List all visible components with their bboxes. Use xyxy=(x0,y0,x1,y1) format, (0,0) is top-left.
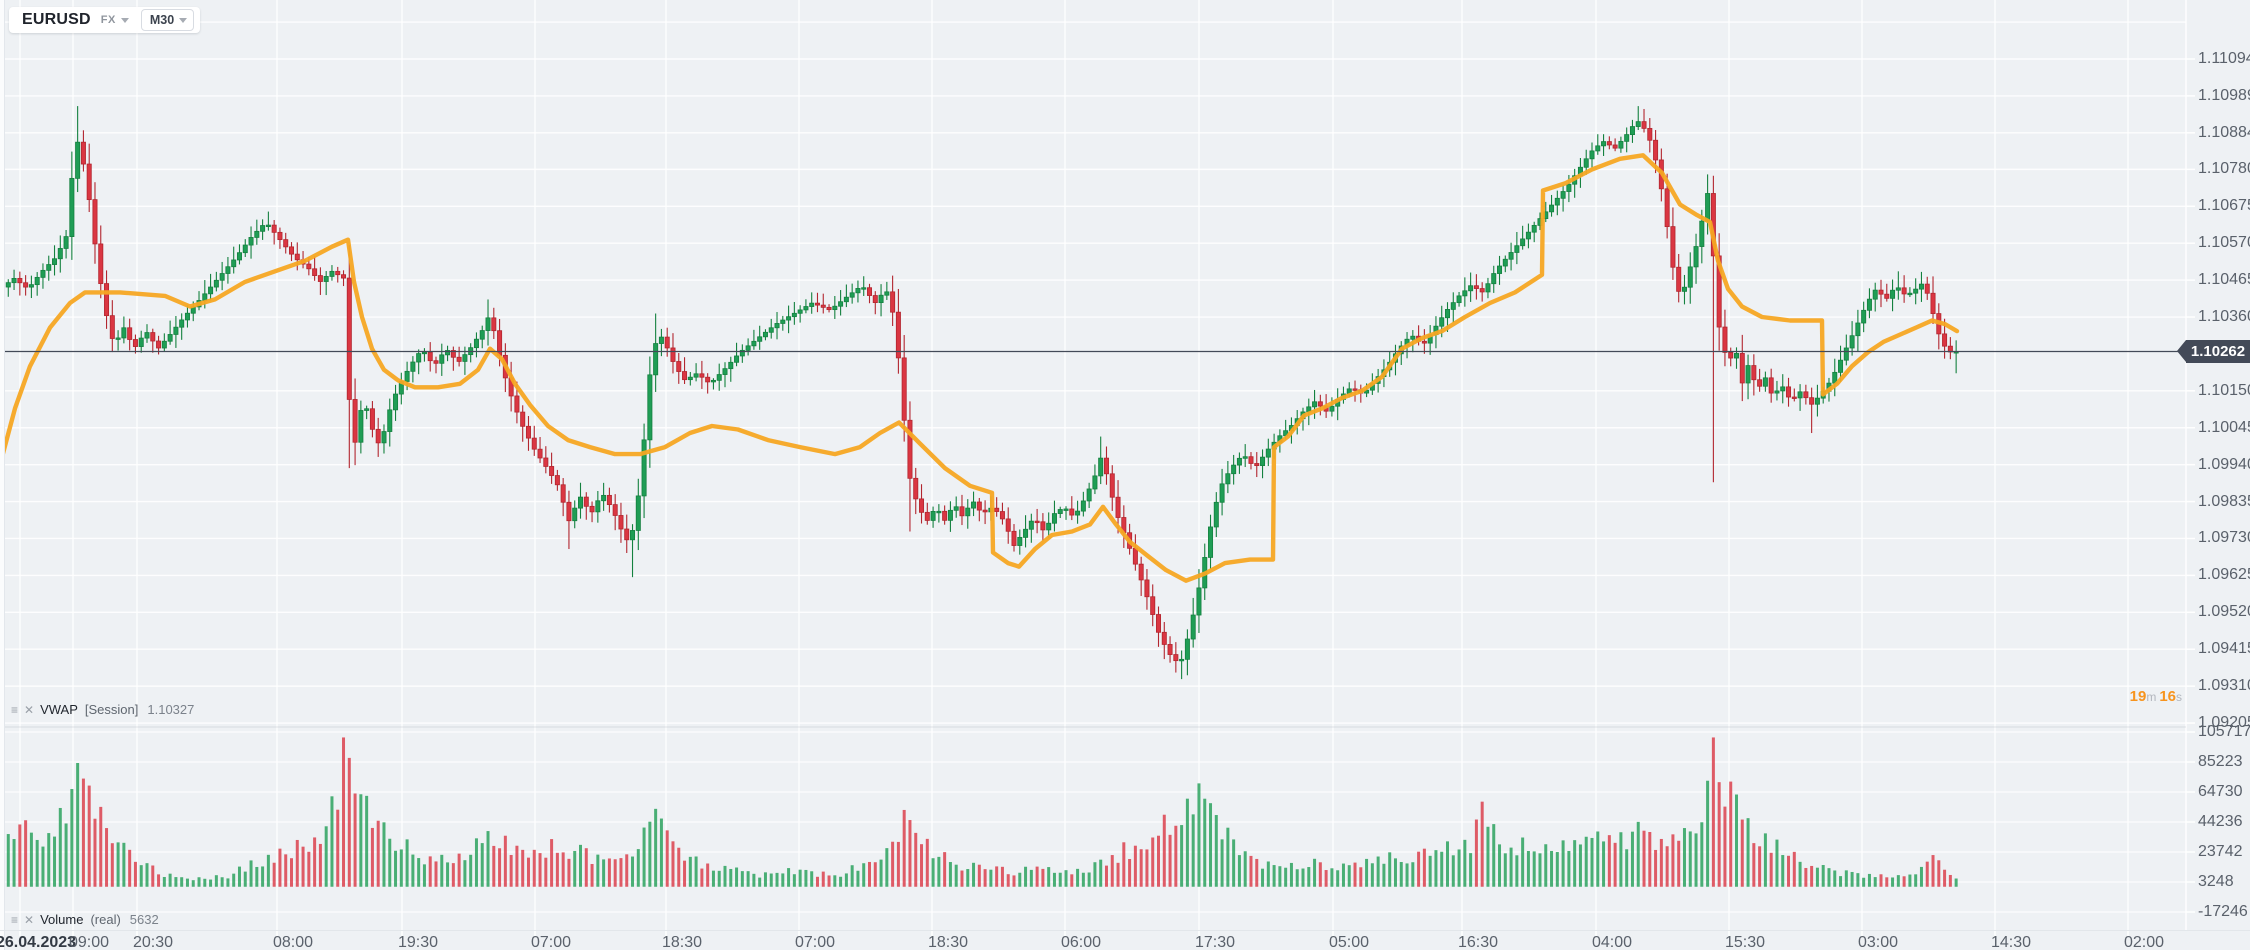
price-axis-label: 1.10989 xyxy=(2198,86,2250,104)
volume-axis-label: 3248 xyxy=(2198,873,2234,890)
indicator-value: 1.10327 xyxy=(147,702,195,717)
interval-label: M30 xyxy=(149,13,175,27)
left-edge-strip xyxy=(0,0,5,950)
price-axis-label: 1.09730 xyxy=(2198,529,2250,547)
price-axis[interactable]: 1.11094 1.10989 1.10884 1.10780 1.10675 1.105… xyxy=(2186,0,2250,930)
indicator-close-icon[interactable]: ✕ xyxy=(24,702,35,717)
price-axis-label: 1.09415 xyxy=(2198,640,2250,658)
countdown-minutes-unit: m xyxy=(2146,690,2157,704)
price-axis-label: 1.09310 xyxy=(2198,677,2250,695)
volume-axis-label: 105717 xyxy=(2198,723,2250,740)
volume-axis-label: 23742 xyxy=(2198,843,2243,860)
time-axis-label: 18:30 xyxy=(927,934,969,950)
symbol-name[interactable]: EURUSD xyxy=(22,11,91,28)
volume-legend: ≡ ✕ Volume (real) 5632 xyxy=(11,912,159,927)
time-axis-label: 03:00 xyxy=(1857,934,1899,950)
price-axis-label: 1.10675 xyxy=(2198,197,2250,215)
time-axis-label: 07:00 xyxy=(794,934,836,950)
indicator-param: [Session] xyxy=(84,702,139,717)
price-axis-label: 1.09940 xyxy=(2198,455,2250,473)
time-axis-label: 14:30 xyxy=(1990,934,2032,950)
volume-axis-label: -17246 xyxy=(2198,902,2248,920)
time-axis-label: 04:00 xyxy=(1591,934,1633,950)
vwap-legend: ≡ ✕ VWAP [Session] 1.10327 xyxy=(11,702,194,717)
last-price-value: 1.10262 xyxy=(2190,342,2246,360)
volume-axis-label: 64730 xyxy=(2198,783,2243,800)
time-axis-label: 18:30 xyxy=(661,934,703,950)
chevron-down-icon xyxy=(179,17,188,23)
price-axis-label: 1.09835 xyxy=(2198,492,2250,510)
time-axis-label: 02:00 xyxy=(2123,934,2165,950)
price-axis-label: 1.10570 xyxy=(2198,234,2250,252)
price-axis-label: 1.10360 xyxy=(2198,308,2250,326)
time-axis-label: 17:30 xyxy=(1194,934,1236,950)
indicator-name: VWAP xyxy=(40,702,78,717)
time-axis-label: 08:00 xyxy=(272,934,314,950)
price-axis-label: 1.10465 xyxy=(2198,271,2250,289)
time-axis-label: 07:00 xyxy=(530,934,572,950)
time-axis-label: 06:00 xyxy=(1060,934,1102,950)
price-axis-label: 1.10045 xyxy=(2198,418,2250,436)
countdown-seconds: 16 xyxy=(2159,688,2176,705)
indicator-close-icon[interactable]: ✕ xyxy=(24,912,35,927)
chevron-down-icon[interactable] xyxy=(120,17,129,23)
symbol-market-label: FX xyxy=(100,14,116,26)
time-axis-label: 19:30 xyxy=(397,934,439,950)
time-axis-label: 09:00 xyxy=(68,934,110,950)
time-axis-label: 15:30 xyxy=(1724,934,1766,950)
volume-axis-label: 85223 xyxy=(2198,753,2243,770)
time-axis-label: 20:30 xyxy=(132,934,174,950)
interval-button[interactable]: M30 xyxy=(140,9,195,31)
indicator-settings-icon[interactable]: ≡ xyxy=(11,702,19,717)
indicator-name: Volume xyxy=(40,912,84,927)
symbol-toolbar: EURUSD FX M30 xyxy=(9,7,201,33)
price-axis-label: 1.09520 xyxy=(2198,603,2250,621)
indicator-value: 5632 xyxy=(129,912,159,927)
time-axis-label: 16:30 xyxy=(1457,934,1499,950)
price-axis-label: 1.10150 xyxy=(2198,381,2250,399)
price-tag-arrow-icon xyxy=(2177,340,2186,363)
price-axis-label: 1.10780 xyxy=(2198,160,2250,178)
bar-countdown: 19m 16s xyxy=(2122,688,2182,706)
price-axis-label: 1.09205 xyxy=(2198,714,2250,732)
price-axis-label: 1.10884 xyxy=(2198,123,2250,141)
indicator-param: (real) xyxy=(90,912,121,927)
last-price-tag: 1.10262 xyxy=(2177,339,2250,363)
indicator-settings-icon[interactable]: ≡ xyxy=(11,912,19,927)
price-axis-label: 1.09625 xyxy=(2198,566,2250,584)
countdown-seconds-unit: s xyxy=(2176,690,2182,704)
price-axis-label: 1.11094 xyxy=(2198,50,2250,67)
countdown-minutes: 19 xyxy=(2129,688,2147,705)
time-axis-date-label: 26.04.2023 xyxy=(0,934,77,950)
volume-axis-label: 44236 xyxy=(2198,813,2243,830)
time-axis-label: 05:00 xyxy=(1328,934,1370,950)
time-axis[interactable]: 26.04.2023 09:00 20:30 08:00 19:30 07:00 18:30… xyxy=(0,930,2250,950)
